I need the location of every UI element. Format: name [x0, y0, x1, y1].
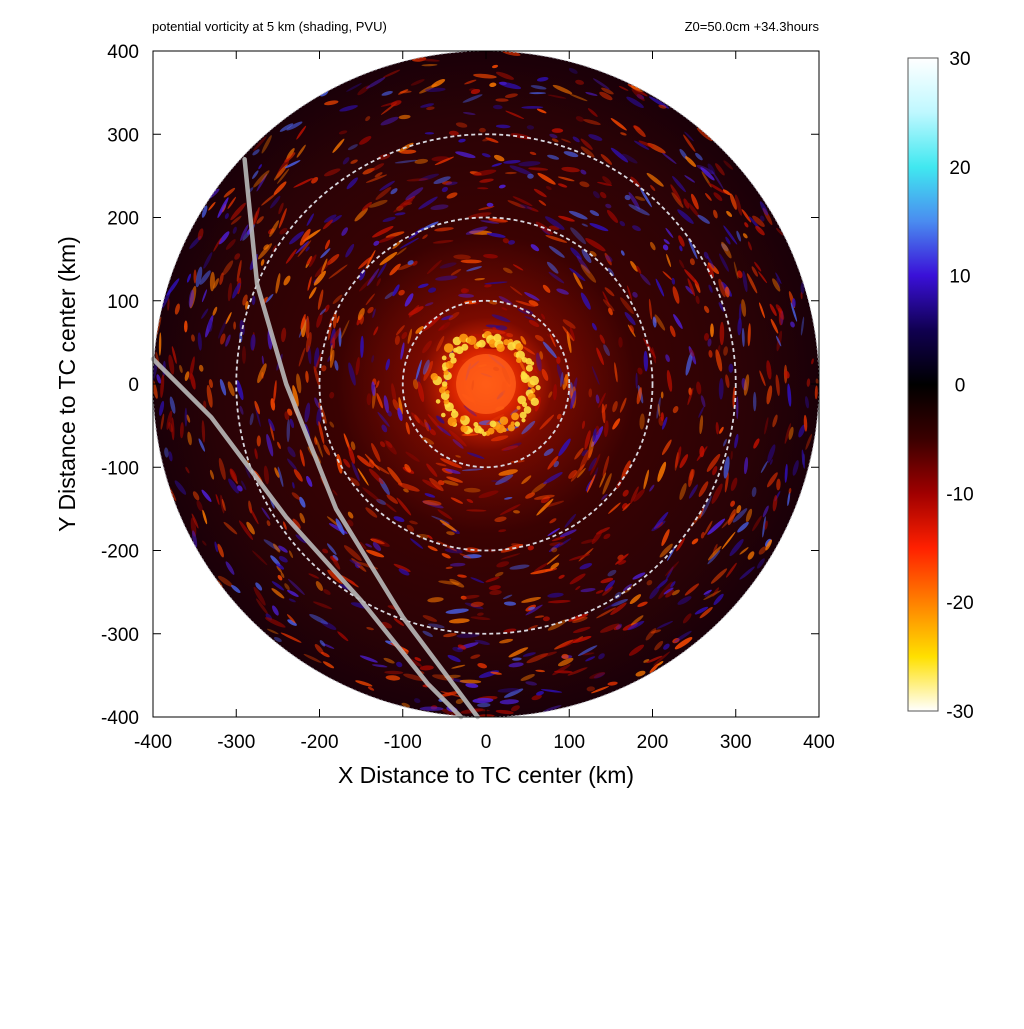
y-tick-label: -100	[101, 458, 139, 479]
range-ring	[401, 299, 571, 469]
colorbar-tick-label: 10	[949, 267, 970, 288]
chart-title: potential vorticity at 5 km (shading, PV…	[152, 19, 387, 34]
y-tick-label: 0	[128, 375, 139, 396]
colorbar: 30 20 10 0 -10 -20 -30	[907, 49, 974, 723]
axes: -400 -300 -200 -100 0 100 200 300 400 400 300 200 10…	[54, 42, 835, 788]
y-tick-label: 400	[107, 42, 139, 63]
x-tick-label: 200	[637, 732, 669, 753]
plot-area	[150, 50, 820, 720]
x-tick-label: 400	[803, 732, 835, 753]
x-tick-label: 100	[553, 732, 585, 753]
feature-eyewall	[430, 331, 541, 437]
x-axis-label: X Distance to TC center (km)	[338, 762, 634, 788]
track-line	[242, 156, 480, 720]
range-ring	[235, 133, 737, 635]
colorbar-bar	[907, 57, 939, 712]
x-tick-label: -300	[217, 732, 255, 753]
x-tick-label: -200	[300, 732, 338, 753]
colorbar-tick-label: 0	[955, 376, 966, 397]
colorbar-tick-label: -30	[946, 702, 973, 723]
x-tick-label: 300	[720, 732, 752, 753]
colorbar-tick-label: -20	[946, 593, 973, 614]
colorbar-tick-label: 20	[949, 158, 970, 179]
y-tick-label: 300	[107, 125, 139, 146]
y-tick-label: -200	[101, 542, 139, 563]
track-line	[150, 356, 464, 720]
y-tick-label: -400	[101, 708, 139, 729]
colorbar-tick-label: -10	[946, 484, 973, 505]
y-tick-label: -300	[101, 625, 139, 646]
colorbar-tick-label: 30	[949, 49, 970, 70]
x-tick-label: -400	[134, 732, 172, 753]
y-tick-label: 100	[107, 292, 139, 313]
x-tick-label: -100	[384, 732, 422, 753]
feature-core	[456, 354, 516, 414]
y-tick-label: 200	[107, 209, 139, 230]
chart-subtitle: Z0=50.0cm +34.3hours	[684, 19, 819, 34]
y-axis-label: Y Distance to TC center (km)	[54, 236, 80, 532]
x-tick-label: 0	[481, 732, 492, 753]
pv-texture	[153, 51, 819, 717]
range-ring	[318, 216, 654, 552]
